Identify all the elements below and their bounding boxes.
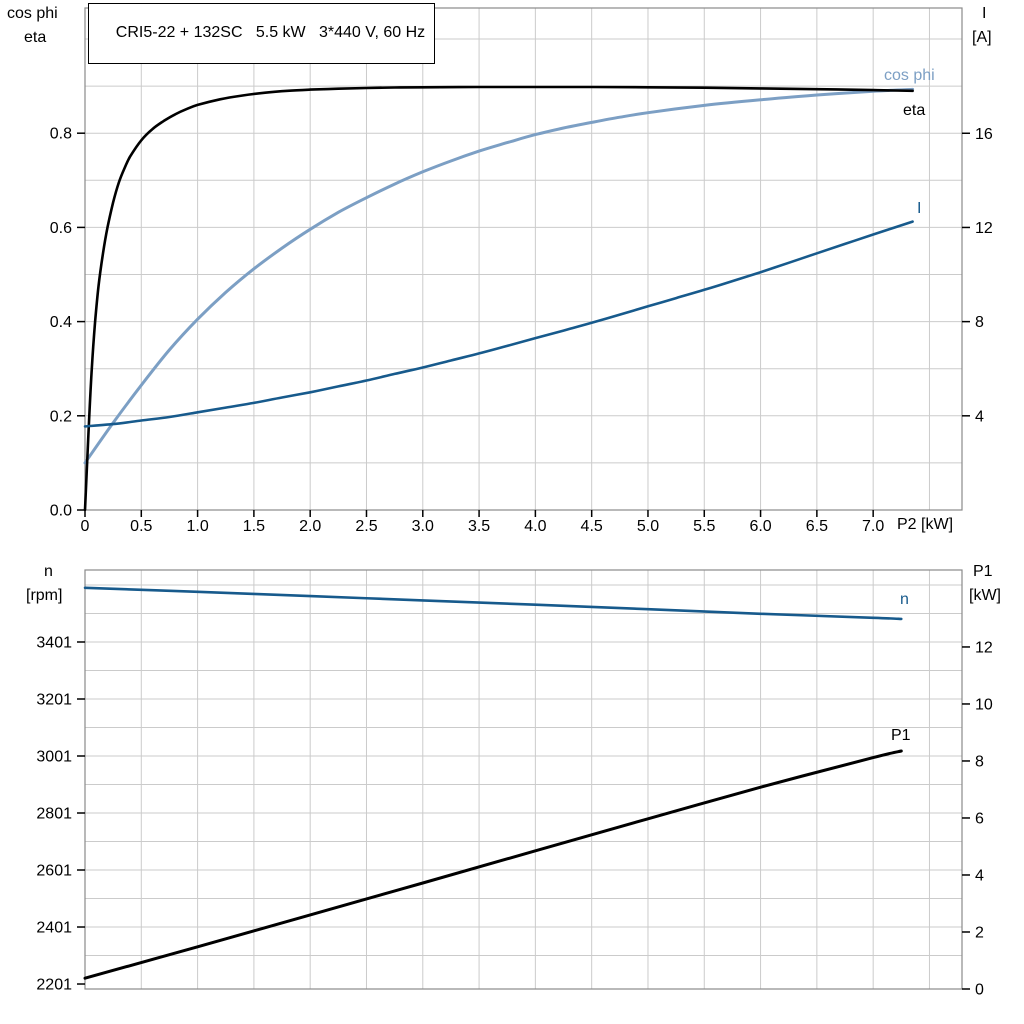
y-left-tick-label: 0.2: [50, 408, 72, 425]
bottom-left-axis-title-line1: n: [44, 563, 53, 580]
x-tick-label: 5.0: [637, 518, 659, 535]
y-left-tick-label: 3001: [36, 749, 72, 766]
y-right-tick-label: 16: [975, 126, 993, 143]
x-tick-label: 2.0: [299, 518, 321, 535]
y-right-tick-label: 2: [975, 924, 984, 941]
x-tick-label: 5.5: [693, 518, 715, 535]
x-tick-label: 2.5: [355, 518, 377, 535]
y-right-tick-label: 0: [975, 982, 984, 999]
x-tick-label: 1.5: [243, 518, 265, 535]
x-tick-label: 7.0: [862, 518, 884, 535]
y-right-tick-label: 8: [975, 314, 984, 331]
x-tick-label: 6.0: [749, 518, 771, 535]
y-right-tick-label: 12: [975, 639, 993, 656]
curve-p1: [83, 749, 903, 980]
y-left-tick-label: 2201: [36, 977, 72, 994]
y-right-tick-label: 4: [975, 408, 984, 425]
y-left-tick-label: 3401: [36, 634, 72, 651]
i-curve-label: I: [917, 200, 922, 217]
y-left-tick-label: 0.8: [50, 126, 72, 143]
x-tick-label: 3.0: [412, 518, 434, 535]
y-left-tick-label: 2601: [36, 863, 72, 880]
bottom-right-axis-title-line1: P1: [973, 563, 993, 580]
top-left-axis-title-line1: cos phi: [7, 5, 58, 22]
curve-n: [83, 586, 903, 621]
chart-title-box: CRI5-22 + 132SC 5.5 kW 3*440 V, 60 Hz: [88, 3, 436, 64]
plot-frame: [84, 569, 963, 990]
y-left-tick-label: 2401: [36, 920, 72, 937]
chart-title: CRI5-22 + 132SC 5.5 kW 3*440 V, 60 Hz: [115, 24, 426, 41]
y-left-tick-label: 3201: [36, 691, 72, 708]
y-right-tick-label: 10: [975, 696, 993, 713]
x-tick-label: 4.0: [524, 518, 546, 535]
p1-curve-label: P1: [891, 727, 911, 744]
top-left-axis-title-line2: eta: [24, 29, 47, 46]
cos-phi-curve-label: cos phi: [884, 67, 935, 84]
y-right-tick-label: 6: [975, 810, 984, 827]
top-right-axis-title-line1: I: [982, 5, 987, 22]
curve-cos-phi: [83, 87, 915, 465]
curve-i: [83, 220, 914, 428]
x-tick-label: 6.5: [806, 518, 828, 535]
x-tick-label: 1.0: [186, 518, 208, 535]
bottom-left-axis-title-line2: [rpm]: [26, 587, 63, 604]
y-right-tick-label: 12: [975, 220, 993, 237]
y-right-tick-label: 8: [975, 753, 984, 770]
x-tick-label: 4.5: [581, 518, 603, 535]
y-left-tick-label: 0.0: [50, 503, 72, 520]
x-tick-label: 3.5: [468, 518, 490, 535]
x-axis-unit-label: P2 [kW]: [897, 516, 954, 533]
y-left-tick-label: 0.4: [50, 314, 72, 331]
y-left-tick-label: 2801: [36, 806, 72, 823]
y-right-tick-label: 4: [975, 867, 984, 884]
bottom-right-axis-title-line2: [kW]: [969, 587, 1001, 604]
plot-frame: [84, 7, 963, 511]
top-right-axis-title-line2: [A]: [972, 29, 992, 46]
x-tick-label: 0: [81, 518, 90, 535]
y-left-tick-label: 0.6: [50, 220, 72, 237]
curve-eta: [83, 85, 914, 512]
eta-curve-label: eta: [903, 102, 926, 119]
x-tick-label: 0.5: [130, 518, 152, 535]
n-curve-label: n: [900, 591, 909, 608]
